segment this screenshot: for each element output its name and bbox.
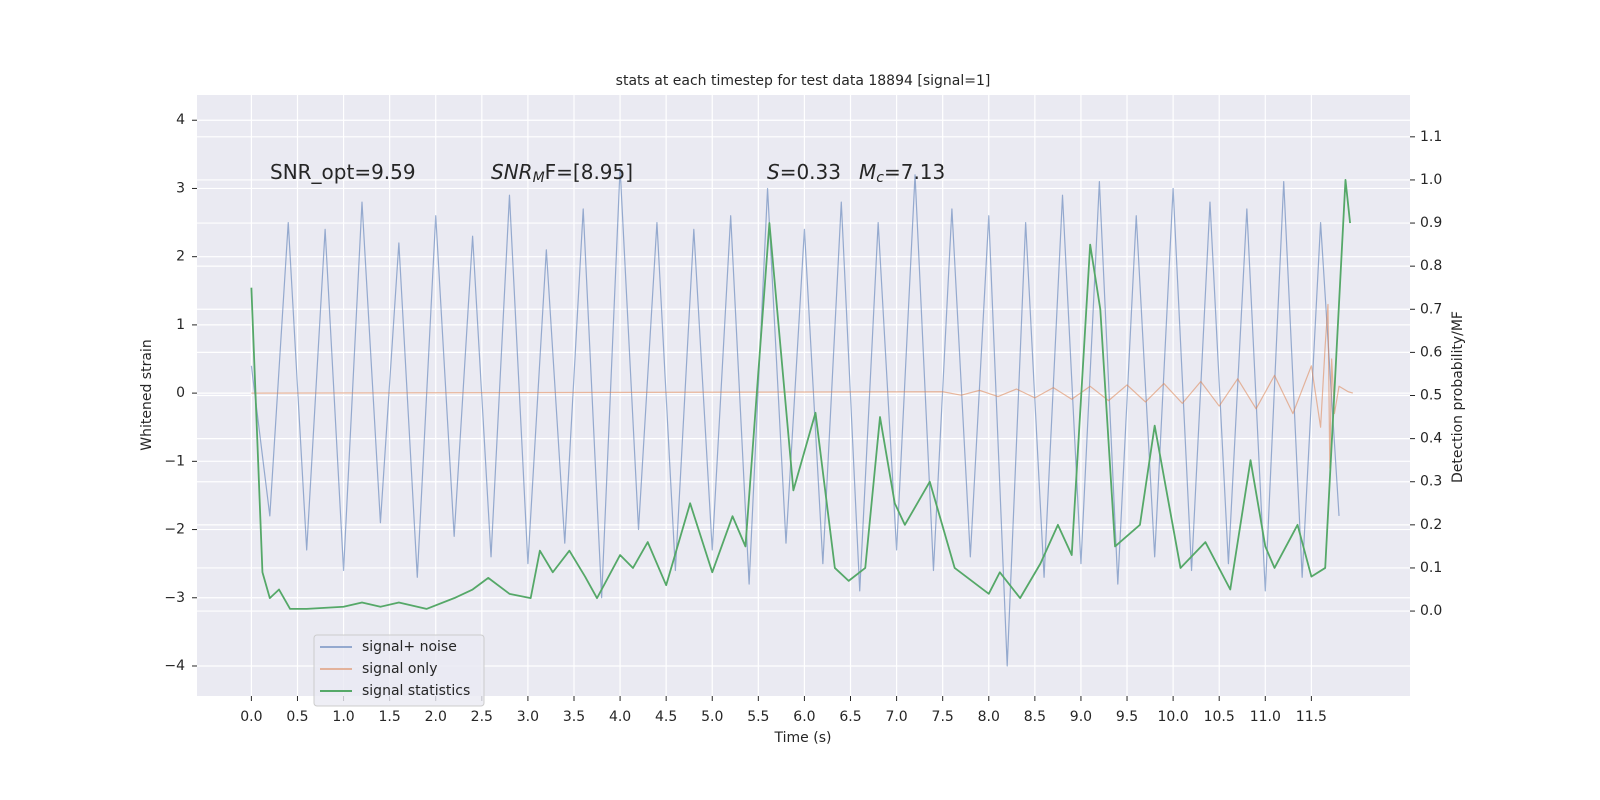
x-tick-label: 0.0 bbox=[240, 709, 262, 725]
y2-axis-label: Detection probability/MF bbox=[1450, 311, 1466, 483]
y2-tick-label: 0.9 bbox=[1420, 215, 1442, 231]
y2-tick-label: 0.8 bbox=[1420, 258, 1442, 274]
x-tick-label: 5.0 bbox=[701, 709, 723, 725]
y-tick-label: −1 bbox=[164, 453, 185, 469]
annotation: S=0.33 bbox=[767, 160, 841, 184]
x-tick-label: 3.5 bbox=[563, 709, 585, 725]
x-tick-label: 7.0 bbox=[885, 709, 907, 725]
labels: 0.0 0.5 1.0 1.5 2.0 2.5 3.0 3.5 4.0 4.5 5.0 5.5 6.0 6… bbox=[164, 112, 1442, 725]
annotation-text: =7.13 bbox=[884, 160, 945, 184]
grid bbox=[197, 95, 1410, 696]
y-axis-label: Whitened strain bbox=[139, 339, 155, 450]
x-tick-label: 1.5 bbox=[379, 709, 401, 725]
annotation-text: SNR_opt=9.59 bbox=[270, 160, 416, 184]
y-tick-label: 2 bbox=[176, 249, 185, 265]
x-tick-label: 3.0 bbox=[517, 709, 539, 725]
y-tick-label: 4 bbox=[176, 112, 185, 128]
x-tick-label: 6.0 bbox=[793, 709, 815, 725]
x-tick-label: 8.0 bbox=[978, 709, 1000, 725]
x-tick-label: 5.5 bbox=[747, 709, 769, 725]
y2-tick-label: 0.0 bbox=[1420, 603, 1442, 619]
y2-tick-label: 0.7 bbox=[1420, 301, 1442, 317]
annotation-text: M bbox=[859, 160, 876, 184]
x-tick-label: 2.0 bbox=[425, 709, 447, 725]
y-tick-label: −2 bbox=[164, 522, 185, 538]
y2-tick-label: 1.1 bbox=[1420, 129, 1442, 145]
annotation-text: SNR bbox=[491, 160, 533, 184]
x-tick-label: 4.5 bbox=[655, 709, 677, 725]
y2-tick-label: 1.0 bbox=[1420, 172, 1442, 188]
x-tick-label: 1.0 bbox=[332, 709, 354, 725]
y-tick-label: 1 bbox=[176, 317, 185, 333]
y-tick-label: −4 bbox=[164, 658, 185, 674]
x-tick-label: 10.0 bbox=[1158, 709, 1189, 725]
chart-title: stats at each timestep for test data 188… bbox=[616, 73, 991, 89]
x-tick-label: 6.5 bbox=[839, 709, 861, 725]
annotation: SNRMF=[8.95] bbox=[491, 160, 633, 187]
y-tick-label: 0 bbox=[176, 385, 185, 401]
annotation-text: F=[8.95] bbox=[545, 160, 633, 184]
x-tick-label: 10.5 bbox=[1204, 709, 1235, 725]
x-tick-label: 11.0 bbox=[1250, 709, 1281, 725]
legend-box bbox=[313, 634, 485, 707]
x-tick-label: 7.5 bbox=[932, 709, 954, 725]
y-tick-label: 3 bbox=[176, 180, 185, 196]
y2-tick-label: 0.6 bbox=[1420, 344, 1442, 360]
legend-label: signal+ noise bbox=[362, 639, 457, 655]
x-tick-label: 9.0 bbox=[1070, 709, 1092, 725]
y2-tick-label: 0.3 bbox=[1420, 474, 1442, 490]
x-tick-label: 2.5 bbox=[471, 709, 493, 725]
y2-tick-label: 0.5 bbox=[1420, 388, 1442, 404]
x-tick-label: 4.0 bbox=[609, 709, 631, 725]
y2-tick-label: 0.4 bbox=[1420, 431, 1442, 447]
annotation-subscript: M bbox=[533, 170, 545, 186]
x-tick-label: 9.5 bbox=[1116, 709, 1138, 725]
legend-label: signal statistics bbox=[362, 683, 470, 699]
annotation-subscript: c bbox=[876, 170, 884, 186]
x-tick-label: 0.5 bbox=[286, 709, 308, 725]
annotation-text: =0.33 bbox=[780, 160, 841, 184]
series-line bbox=[250, 167, 1340, 667]
x-axis-label: Time (s) bbox=[774, 730, 832, 746]
series-line bbox=[250, 179, 1351, 610]
x-tick-label: 8.5 bbox=[1024, 709, 1046, 725]
y2-tick-label: 0.1 bbox=[1420, 560, 1442, 576]
annotation: Mc=7.13 bbox=[859, 160, 945, 187]
legend-label: signal only bbox=[362, 661, 437, 677]
annotation: SNR_opt=9.59 bbox=[270, 160, 416, 184]
x-tick-label: 11.5 bbox=[1296, 709, 1327, 725]
marks bbox=[250, 167, 1354, 667]
y-tick-label: −3 bbox=[164, 590, 185, 606]
annotation-text: S bbox=[767, 160, 780, 184]
y2-tick-label: 0.2 bbox=[1420, 517, 1442, 533]
